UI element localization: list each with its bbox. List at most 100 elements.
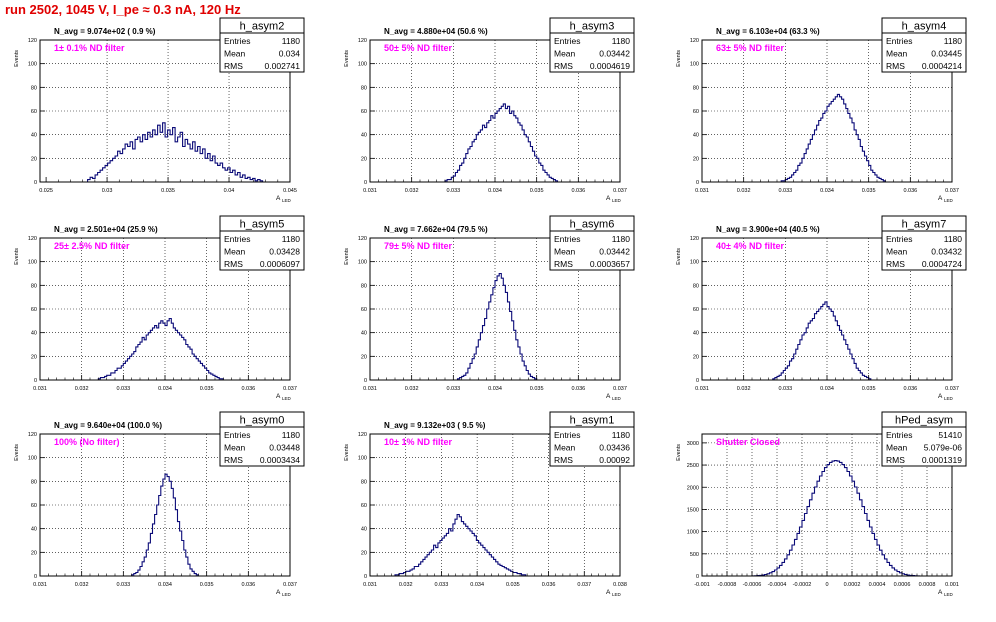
x-tick-label: 0.032	[75, 582, 89, 588]
histogram-line	[444, 103, 559, 182]
x-axis-sublabel: LED	[612, 198, 622, 203]
histogram-panel-hPed_asym: -0.001 -0.0008 -0.0006 -0.0004 -0.0002 0 0.000…	[676, 411, 967, 597]
x-tick-label: 0.035	[161, 188, 175, 194]
histogram-panel-h_asym6: 0.031 0.032 0.033 0.034 0.035 0.036 0.037 0 20 40…	[344, 215, 635, 401]
y-tick-label: 0	[364, 378, 367, 384]
stat-label-mean: Mean	[224, 49, 246, 59]
y-tick-label: 100	[690, 62, 699, 68]
x-axis-label: A	[938, 195, 943, 202]
x-tick-label: 0.037	[283, 386, 297, 392]
filter-label: 40± 4% ND filter	[716, 241, 784, 251]
stat-value-mean: 0.03442	[599, 247, 630, 257]
stats-box	[219, 17, 305, 73]
filter-label: 1± 0.1% ND filter	[54, 43, 125, 53]
x-tick-label: 0.032	[405, 188, 419, 194]
x-tick-label: 0.036	[542, 582, 556, 588]
x-axis-sublabel: LED	[282, 198, 292, 203]
x-axis-sublabel: LED	[944, 396, 954, 401]
stat-value-mean: 0.03436	[599, 443, 630, 453]
x-tick-label: 0.03	[102, 188, 113, 194]
stat-value-rms: 0.0004214	[922, 61, 962, 71]
y-axis-label: Events	[676, 248, 682, 265]
y-tick-label: 120	[690, 38, 699, 44]
x-tick-label: 0.036	[241, 582, 255, 588]
stat-label-rms: RMS	[886, 259, 905, 269]
stats-box	[219, 411, 305, 467]
histogram-line	[780, 93, 886, 182]
x-tick-label: 0.032	[399, 582, 413, 588]
histogram-name: h_asym2	[240, 21, 285, 33]
x-tick-label: 0.034	[820, 386, 834, 392]
stat-label-rms: RMS	[554, 455, 573, 465]
histogram-panel-h_asym1: 0.031 0.032 0.033 0.034 0.035 0.036 0.037 0.038…	[344, 411, 635, 597]
y-tick-label: 120	[28, 38, 37, 44]
y-tick-label: 0	[34, 180, 37, 186]
stat-label-mean: Mean	[554, 443, 576, 453]
x-tick-label: 0.033	[435, 582, 449, 588]
y-tick-label: 500	[690, 552, 699, 558]
stat-value-mean: 0.03428	[269, 247, 300, 257]
filter-label: 50± 5% ND filter	[384, 43, 452, 53]
run-title: run 2502, 1045 V, I_pe ≈ 0.3 nA, 120 Hz	[5, 2, 241, 17]
stat-label-entries: Entries	[886, 234, 912, 244]
x-tick-label: 0.035	[530, 188, 544, 194]
histogram-name: hPed_asym	[895, 415, 953, 427]
stat-value-mean: 5.079e-06	[924, 443, 963, 453]
stat-label-rms: RMS	[886, 455, 905, 465]
y-tick-label: 0	[364, 180, 367, 186]
x-tick-label: 0.025	[39, 188, 53, 194]
stat-label-mean: Mean	[224, 443, 246, 453]
y-tick-label: 20	[693, 156, 699, 162]
stat-value-rms: 0.0001319	[922, 455, 962, 465]
x-axis-label: A	[276, 195, 281, 202]
y-tick-label: 100	[358, 456, 367, 462]
stat-label-rms: RMS	[224, 259, 243, 269]
histogram-line	[394, 513, 527, 576]
stats-box	[881, 215, 967, 271]
stat-label-mean: Mean	[886, 49, 908, 59]
y-tick-label: 40	[361, 331, 367, 337]
stats-box	[219, 215, 305, 271]
x-tick-label: 0.0002	[844, 582, 861, 588]
y-tick-label: 40	[361, 527, 367, 533]
stat-value-rms: 0.002741	[265, 61, 301, 71]
x-tick-label: 0.035	[506, 582, 520, 588]
avg-label: N_avg = 9.132e+03 ( 9.5 %)	[384, 421, 486, 430]
y-tick-label: 20	[361, 550, 367, 556]
x-tick-label: 0.035	[862, 386, 876, 392]
x-tick-label: -0.0008	[718, 582, 737, 588]
stat-label-entries: Entries	[886, 430, 912, 440]
filter-label: 25± 2.5% ND filter	[54, 241, 130, 251]
x-tick-label: 0.032	[737, 188, 751, 194]
stat-label-entries: Entries	[554, 36, 580, 46]
y-tick-label: 60	[361, 503, 367, 509]
y-tick-label: 120	[358, 236, 367, 242]
x-tick-label: 0.035	[200, 386, 214, 392]
filter-label: 63± 5% ND filter	[716, 43, 784, 53]
x-tick-label: 0.034	[158, 582, 172, 588]
stat-value-entries: 1180	[612, 430, 631, 440]
x-tick-label: 0.036	[903, 386, 917, 392]
x-tick-label: -0.001	[694, 582, 710, 588]
stat-value-mean: 0.034	[279, 49, 301, 59]
stat-value-entries: 1180	[944, 36, 963, 46]
x-tick-label: 0.037	[945, 188, 959, 194]
stats-box	[881, 411, 967, 467]
y-tick-label: 1000	[687, 530, 699, 536]
y-tick-label: 80	[31, 85, 37, 91]
y-axis-label: Events	[676, 50, 682, 67]
x-tick-label: 0.04	[224, 188, 235, 194]
y-tick-label: 100	[358, 260, 367, 266]
stat-value-rms: 0.00092	[599, 455, 630, 465]
y-tick-label: 40	[361, 133, 367, 139]
x-tick-label: 0.037	[283, 582, 297, 588]
y-tick-label: 100	[28, 456, 37, 462]
histogram-line	[751, 460, 921, 577]
histogram-name: h_asym6	[570, 219, 615, 231]
x-tick-label: 0.036	[903, 188, 917, 194]
y-tick-label: 40	[693, 331, 699, 337]
x-tick-label: 0.032	[75, 386, 89, 392]
stat-label-rms: RMS	[224, 61, 243, 71]
y-tick-label: 120	[28, 432, 37, 438]
filter-label: Shutter Closed	[716, 437, 780, 447]
